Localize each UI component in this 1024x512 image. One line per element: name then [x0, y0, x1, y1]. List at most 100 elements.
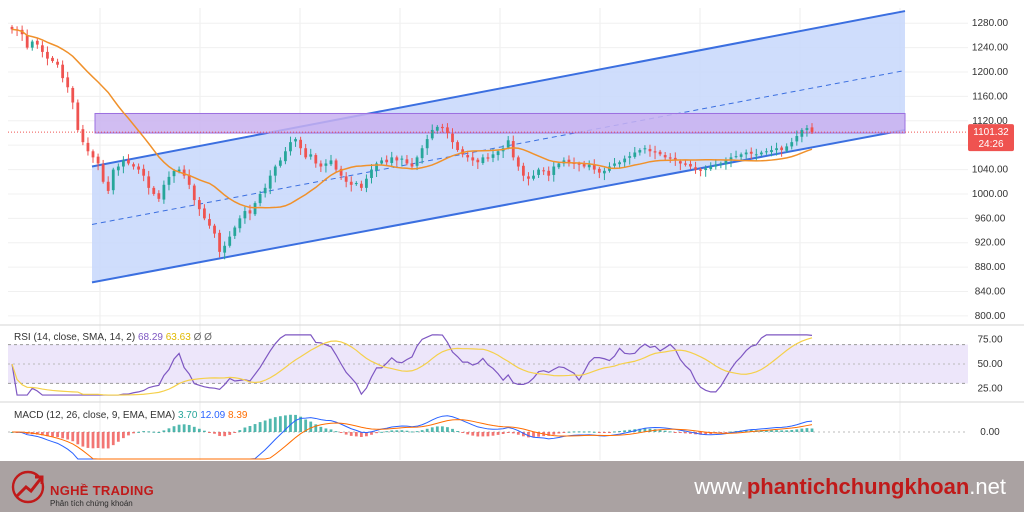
candle-body: [334, 160, 338, 170]
macd-tick-label: 0.00: [980, 427, 1000, 438]
candle-body: [289, 142, 292, 152]
candle-body: [76, 102, 80, 130]
candle-body: [208, 219, 211, 226]
candle-body: [344, 176, 348, 182]
candle-body: [456, 142, 459, 151]
candle-body: [795, 136, 799, 142]
candle-body: [547, 170, 551, 176]
candle-body: [370, 169, 373, 178]
candle-body: [734, 156, 738, 158]
macd-histogram-bar: [532, 432, 535, 438]
candle-body: [653, 151, 657, 153]
candle-body: [10, 26, 14, 30]
candle-body: [314, 155, 318, 164]
candle-body: [187, 174, 191, 185]
candle-body: [765, 151, 768, 153]
candle-body: [496, 151, 500, 156]
candle-body: [709, 166, 713, 170]
price-tick-label: 1120.00: [972, 116, 1008, 127]
macd-histogram-bar: [689, 432, 692, 434]
candle-body: [35, 40, 39, 45]
macd-histogram-bar: [339, 432, 343, 433]
macd-histogram-bar: [415, 431, 419, 433]
website-link[interactable]: www.phantichchungkhoan.net: [694, 474, 1006, 500]
candle-body: [684, 163, 687, 165]
candle-body: [258, 193, 262, 204]
candle-body: [101, 164, 105, 182]
macd-histogram-bar: [704, 432, 708, 435]
macd-histogram-bar: [522, 432, 525, 437]
macd-histogram-bar: [294, 414, 297, 432]
macd-histogram-bar: [81, 432, 85, 447]
macd-histogram-bar: [785, 430, 789, 432]
brand-name: NGHỀ TRADING: [50, 483, 154, 498]
price-tick-label: 920.00: [975, 238, 1006, 249]
macd-histogram-bar: [795, 429, 799, 432]
candle-body: [228, 236, 232, 246]
candle-body: [147, 176, 151, 188]
macd-histogram-bar: [765, 430, 768, 432]
candle-body: [395, 157, 399, 161]
macd-histogram-bar: [405, 430, 409, 432]
candle-body: [618, 162, 621, 165]
macd-histogram-bar: [506, 432, 510, 433]
rsi-line: [11, 334, 813, 396]
candle-body: [724, 160, 728, 165]
macd-histogram-bar: [425, 428, 429, 432]
candle-body: [354, 182, 358, 185]
candle-body: [61, 64, 65, 79]
macd-histogram-bar: [516, 432, 520, 435]
macd-histogram-bar: [663, 430, 667, 432]
candle-body: [273, 166, 277, 176]
candle-body: [754, 154, 758, 156]
candle-body: [623, 158, 627, 163]
candle-body: [213, 225, 216, 234]
macd-histogram-bar: [253, 424, 257, 432]
macd-histogram-bar: [86, 432, 90, 448]
macd-histogram-bar: [278, 416, 282, 432]
candle-body: [304, 148, 308, 158]
candle-body: [567, 159, 571, 163]
candle-body: [759, 152, 763, 155]
rsi-value: 63.63: [166, 332, 194, 343]
candle-body: [440, 126, 444, 129]
rsi-tick-label: 25.00: [977, 383, 1002, 394]
site-suffix: .net: [969, 474, 1006, 499]
macd-histogram-bar: [699, 432, 702, 435]
candle-body: [486, 157, 490, 159]
candle-body: [689, 163, 692, 167]
macd-histogram-bar: [152, 431, 156, 433]
macd-histogram-bar: [638, 428, 642, 432]
candle-body: [592, 164, 596, 170]
macd-line: [11, 415, 813, 460]
macd-histogram-bar: [375, 432, 378, 434]
price-tick-label: 840.00: [975, 287, 1006, 298]
candle-body: [238, 218, 242, 229]
price-tick-label: 960.00: [975, 213, 1006, 224]
macd-histogram-bar: [127, 432, 130, 436]
candle-body: [481, 157, 485, 163]
macd-histogram-bar: [684, 432, 687, 434]
candle-body: [248, 210, 252, 214]
candle-body: [557, 163, 561, 168]
macd-histogram-bar: [552, 432, 556, 435]
price-pane: 1280.001240.001200.001160.001120.001080.…: [0, 8, 1024, 460]
candle-body: [233, 227, 237, 236]
macd-histogram-bar: [380, 431, 384, 433]
macd-histogram-bar: [577, 431, 581, 433]
candle-body: [785, 146, 789, 151]
macd-histogram-bar: [162, 430, 166, 432]
rsi-legend: RSI (14, close, SMA, 14, 2) 68.29 63.63 …: [14, 332, 212, 343]
macd-histogram-bar: [451, 428, 454, 432]
macd-histogram-bar: [608, 432, 611, 433]
macd-histogram-bar: [410, 431, 414, 433]
macd-signal-line: [11, 419, 813, 460]
macd-histogram-bar: [137, 431, 140, 433]
candle-body: [780, 147, 784, 151]
candle-body: [537, 169, 540, 175]
macd-histogram-bar: [547, 432, 551, 436]
macd-histogram-bar: [46, 432, 49, 437]
candle-body: [668, 157, 672, 159]
macd-histogram-bar: [749, 430, 753, 432]
candle-body: [46, 51, 49, 59]
